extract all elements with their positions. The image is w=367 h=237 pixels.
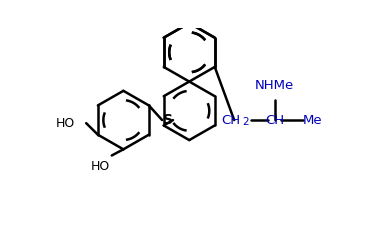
Text: CH: CH	[265, 114, 284, 127]
Text: HO: HO	[91, 160, 110, 173]
Text: NHMe: NHMe	[255, 79, 294, 92]
Text: Me: Me	[303, 114, 322, 127]
Text: CH: CH	[221, 114, 240, 127]
Text: S: S	[163, 113, 172, 127]
Text: 2: 2	[243, 117, 249, 127]
Text: HO: HO	[56, 117, 75, 130]
